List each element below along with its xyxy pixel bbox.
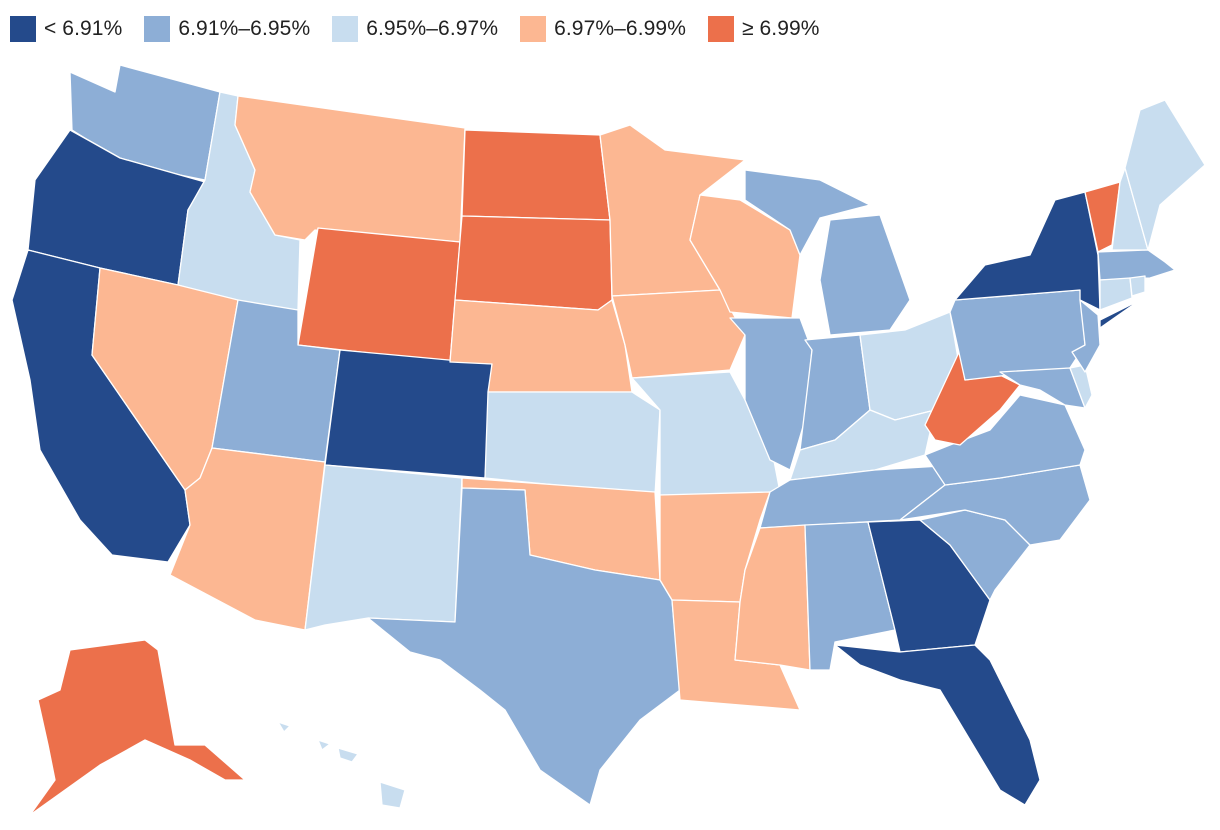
legend-swatch — [520, 16, 547, 42]
legend-item-bin-2: 6.91%–6.95% — [144, 16, 310, 42]
legend-swatch — [332, 16, 359, 42]
map-legend: < 6.91% 6.91%–6.95% 6.95%–6.97% 6.97%–6.… — [10, 14, 842, 44]
state-FL — [834, 644, 1041, 806]
state-SD — [454, 215, 613, 311]
legend-swatch — [707, 16, 734, 42]
state-IL — [729, 317, 813, 471]
state-IA — [611, 289, 746, 379]
state-KS — [484, 391, 661, 496]
state-ND — [461, 129, 611, 221]
state-AK — [29, 639, 246, 816]
legend-item-bin-1: < 6.91% — [10, 16, 122, 42]
legend-swatch — [144, 16, 171, 42]
legend-item-bin-5: ≥ 6.99% — [707, 16, 820, 42]
state-PA — [949, 289, 1086, 381]
state-DE — [1069, 364, 1093, 409]
legend-swatch — [10, 16, 36, 42]
legend-label: 6.97%–6.99% — [554, 17, 686, 40]
legend-label: 6.91%–6.95% — [178, 17, 311, 40]
legend-item-bin-4: 6.97%–6.99% — [520, 16, 686, 42]
state-MT — [234, 95, 466, 243]
state-RI — [1129, 275, 1146, 297]
state-ME — [1124, 99, 1206, 251]
state-MA — [1097, 249, 1176, 281]
state-HI — [277, 721, 406, 809]
state-CT — [1099, 277, 1133, 311]
state-MI — [744, 169, 911, 336]
state-TX — [367, 487, 681, 806]
legend-item-bin-3: 6.95%–6.97% — [332, 16, 498, 42]
legend-label: < 6.91% — [44, 17, 123, 40]
state-NJ — [1071, 299, 1101, 373]
state-WY — [297, 227, 461, 363]
state-VA — [924, 394, 1086, 486]
state-CO — [324, 349, 493, 479]
legend-label: ≥ 6.99% — [741, 17, 820, 40]
state-NM — [304, 464, 463, 631]
legend-label: 6.95%–6.97% — [366, 17, 499, 40]
